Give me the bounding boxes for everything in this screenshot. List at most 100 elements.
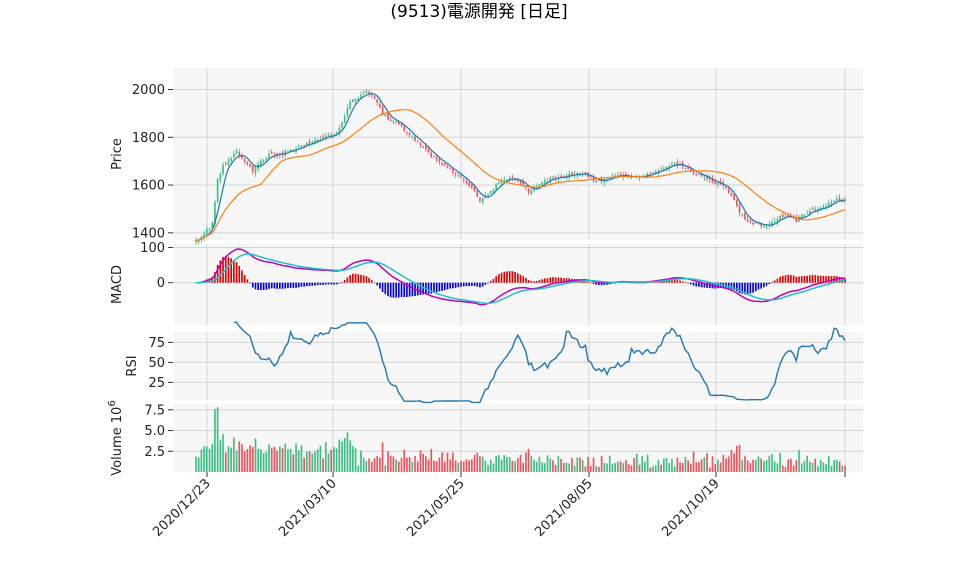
macd-histogram-bar	[438, 282, 441, 292]
candle-body	[746, 219, 749, 222]
volume-bar	[525, 452, 527, 472]
macd-histogram-bar	[589, 282, 592, 284]
candle-body	[379, 103, 381, 108]
volume-bar	[360, 450, 362, 472]
candle-body	[516, 178, 519, 182]
candle-body	[646, 173, 649, 177]
macd-histogram-bar	[319, 282, 322, 285]
candle-body	[757, 223, 760, 225]
macd-histogram-bar	[314, 282, 316, 286]
macd-histogram-bar	[638, 282, 641, 284]
volume-bar	[744, 456, 746, 472]
macd-histogram-bar	[284, 282, 287, 289]
macd-histogram-bar	[216, 264, 219, 283]
volume-bar	[649, 467, 652, 472]
volume-bar	[830, 465, 833, 472]
macd-histogram-bar	[738, 282, 741, 293]
volume-bar	[530, 455, 533, 472]
macd-histogram-bar	[470, 282, 473, 286]
volume-bar	[492, 463, 495, 472]
volume-bar	[671, 458, 673, 472]
candle-body	[419, 142, 422, 145]
candle-body	[338, 128, 341, 134]
candle-body	[814, 208, 817, 210]
candle-body	[454, 172, 457, 175]
volume-bar	[354, 448, 357, 472]
macd-histogram-bar	[741, 282, 744, 294]
macd-histogram-bar	[324, 282, 327, 285]
volume-bar	[397, 461, 400, 472]
volume-bar	[633, 457, 635, 472]
candle-body	[744, 213, 746, 220]
volume-bar	[349, 440, 351, 472]
volume-bar	[738, 444, 741, 472]
volume-bar	[449, 459, 452, 472]
candle-body	[308, 141, 311, 144]
candle-body	[544, 180, 546, 184]
macd-histogram-bar	[443, 282, 446, 291]
macd-histogram-bar	[338, 282, 341, 284]
volume-bar	[422, 453, 424, 472]
candle-body	[773, 221, 776, 223]
volume-bar	[522, 462, 525, 472]
candle-body	[649, 172, 652, 174]
macd-histogram-bar	[476, 282, 479, 287]
macd-histogram-bar	[289, 282, 292, 288]
candle-body	[619, 173, 622, 176]
candle-body	[265, 157, 268, 160]
volume-bar	[452, 452, 454, 472]
macd-histogram-bar	[503, 271, 506, 283]
macd-histogram-bar	[373, 282, 376, 284]
candle-body	[506, 179, 508, 181]
volume-bar	[684, 456, 687, 472]
candle-body	[692, 172, 695, 174]
candle-body	[462, 178, 465, 181]
macd-histogram-bar	[211, 277, 214, 283]
candle-body	[503, 179, 506, 182]
volume-bar	[714, 464, 717, 472]
volume-bar	[498, 454, 500, 472]
candle-body	[811, 208, 814, 210]
volume-bar	[625, 459, 627, 472]
macd-histogram-bar	[489, 280, 492, 283]
volume-bar	[768, 455, 771, 472]
volume-bar	[276, 450, 278, 472]
candle-body	[370, 94, 373, 96]
volume-bar	[292, 454, 295, 472]
macd-histogram-bar	[825, 276, 827, 283]
volume-bar	[219, 440, 222, 472]
macd-histogram-bar	[422, 282, 424, 295]
macd-histogram-bar	[687, 282, 689, 284]
volume-bar	[735, 445, 738, 472]
volume-bar	[278, 446, 281, 472]
volume-bar	[262, 453, 265, 472]
candle-body	[735, 200, 738, 206]
volume-bar	[787, 459, 790, 472]
candle-body	[343, 116, 346, 123]
volume-bar	[197, 457, 200, 472]
volume-bar	[836, 459, 838, 472]
macd-histogram-bar	[527, 280, 530, 283]
ylabel-macd: MACD	[110, 265, 125, 304]
candle-body	[443, 163, 446, 166]
macd-histogram-bar	[506, 271, 508, 283]
macd-histogram-bar	[222, 256, 224, 283]
macd-histogram-bar	[768, 282, 771, 285]
candle-body	[809, 210, 811, 215]
macd-histogram-bar	[419, 282, 422, 296]
candle-body	[460, 175, 462, 178]
macd-histogram-bar	[554, 277, 557, 283]
macd-histogram-bar	[681, 281, 684, 283]
volume-bar	[376, 455, 379, 472]
macd-histogram-bar	[311, 282, 314, 286]
ytick-label-price-2: 1800	[132, 131, 165, 146]
volume-bar	[489, 459, 492, 472]
volume-bar	[773, 461, 776, 472]
candle-body	[806, 213, 808, 215]
ytick-label-macd-1: 100	[140, 241, 165, 256]
candle-body	[411, 136, 414, 138]
macd-histogram-bar	[368, 277, 370, 283]
volume-bar	[619, 461, 622, 472]
candle-body	[595, 180, 598, 183]
macd-histogram-bar	[473, 282, 476, 286]
